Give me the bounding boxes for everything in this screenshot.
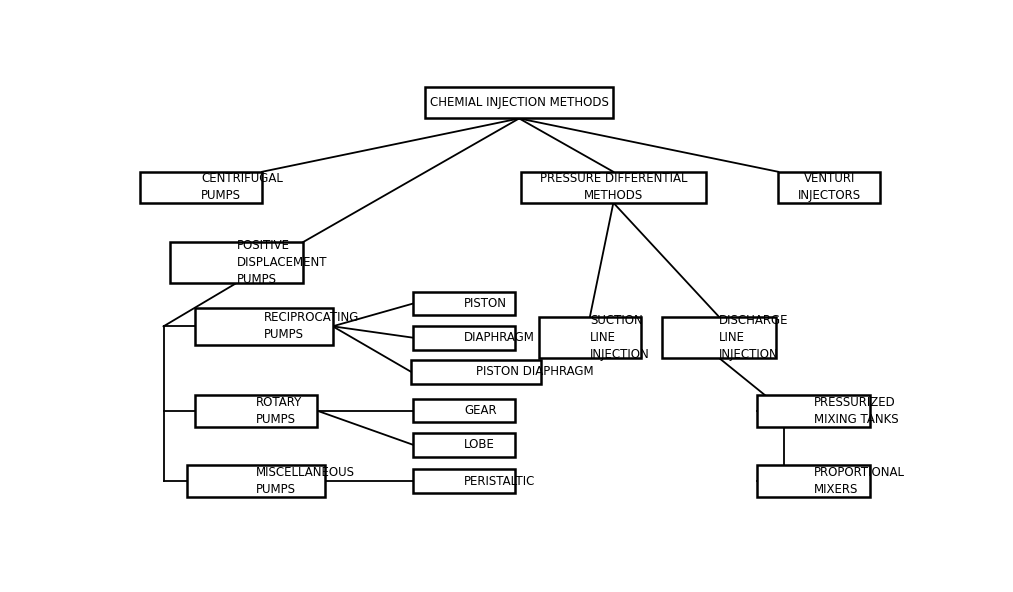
FancyBboxPatch shape	[413, 399, 516, 423]
FancyBboxPatch shape	[411, 360, 541, 384]
FancyBboxPatch shape	[413, 433, 516, 456]
Text: GEAR: GEAR	[464, 404, 496, 417]
Text: PERISTALTIC: PERISTALTIC	[464, 475, 536, 488]
FancyBboxPatch shape	[413, 326, 516, 349]
FancyBboxPatch shape	[425, 88, 614, 118]
FancyBboxPatch shape	[141, 172, 262, 203]
FancyBboxPatch shape	[196, 308, 332, 345]
Text: SUCTION
LINE
INJECTION: SUCTION LINE INJECTION	[590, 314, 649, 361]
Text: MISCELLANEOUS
PUMPS: MISCELLANEOUS PUMPS	[256, 466, 356, 496]
Text: DISCHARGE
LINE
INJECTION: DISCHARGE LINE INJECTION	[719, 314, 789, 361]
Text: RECIPROCATING
PUMPS: RECIPROCATING PUMPS	[264, 311, 360, 342]
Text: CENTRIFUGAL
PUMPS: CENTRIFUGAL PUMPS	[202, 172, 283, 202]
FancyBboxPatch shape	[413, 292, 516, 316]
Text: PISTON: PISTON	[464, 297, 508, 310]
Text: PRESSURIZED
MIXING TANKS: PRESSURIZED MIXING TANKS	[813, 395, 899, 426]
Text: VENTURI
INJECTORS: VENTURI INJECTORS	[797, 172, 861, 202]
FancyBboxPatch shape	[757, 395, 870, 427]
Text: PRESSURE DIFFERENTIAL
METHODS: PRESSURE DIFFERENTIAL METHODS	[540, 172, 687, 202]
Text: ROTARY
PUMPS: ROTARY PUMPS	[256, 395, 303, 426]
FancyBboxPatch shape	[778, 172, 880, 203]
Text: CHEMIAL INJECTION METHODS: CHEMIAL INJECTION METHODS	[430, 96, 609, 110]
FancyBboxPatch shape	[539, 317, 641, 358]
Text: PISTON DIAPHRAGM: PISTON DIAPHRAGM	[476, 365, 594, 378]
Text: LOBE: LOBE	[464, 438, 495, 451]
FancyBboxPatch shape	[170, 242, 303, 283]
FancyBboxPatch shape	[521, 172, 706, 203]
FancyBboxPatch shape	[757, 465, 870, 497]
Text: POSITIVE
DISPLACEMENT
PUMPS: POSITIVE DISPLACEMENT PUMPS	[237, 239, 327, 286]
FancyBboxPatch shape	[663, 317, 776, 358]
FancyBboxPatch shape	[413, 469, 516, 493]
Text: PROPORTIONAL
MIXERS: PROPORTIONAL MIXERS	[813, 466, 905, 496]
Text: DIAPHRAGM: DIAPHRAGM	[464, 331, 535, 344]
FancyBboxPatch shape	[196, 395, 317, 427]
FancyBboxPatch shape	[187, 465, 325, 497]
